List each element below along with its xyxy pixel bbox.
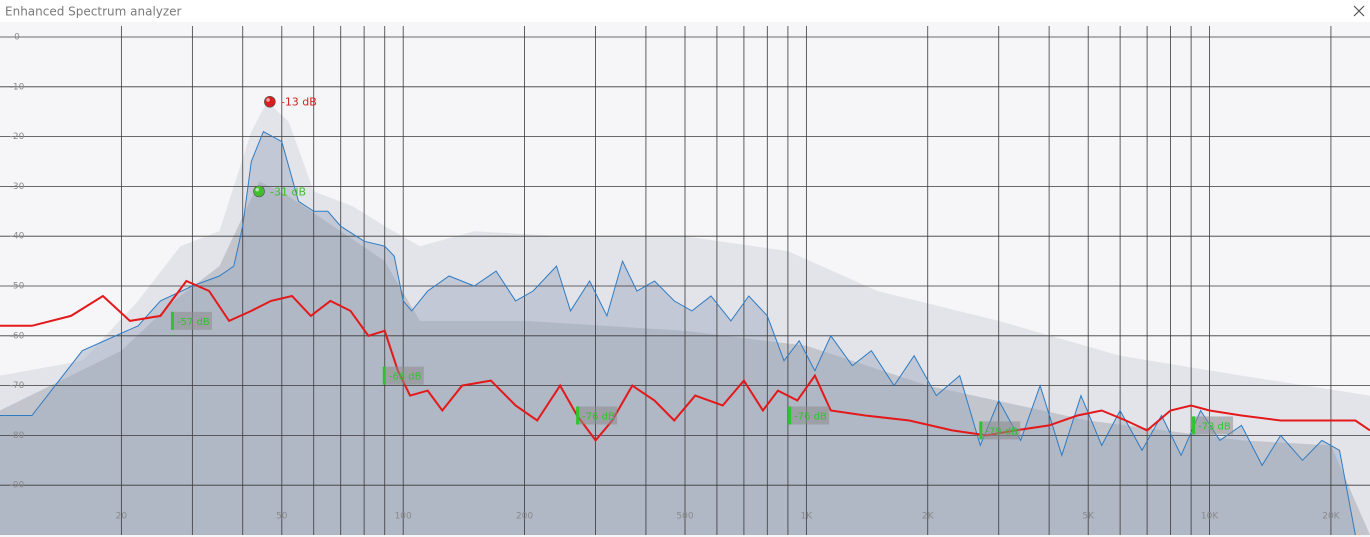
y-tick-label: -60 bbox=[10, 331, 25, 341]
marker-box bbox=[980, 421, 1021, 440]
marker-dot bbox=[253, 185, 265, 198]
marker-box bbox=[383, 366, 424, 385]
y-tick-label: -30 bbox=[10, 182, 25, 192]
y-tick-label: -40 bbox=[10, 232, 25, 242]
marker-box bbox=[171, 311, 212, 330]
x-tick-label: 500 bbox=[676, 512, 693, 522]
marker-label: -76 dB bbox=[582, 411, 615, 422]
close-button[interactable] bbox=[1353, 5, 1365, 17]
y-tick-label: -70 bbox=[10, 381, 25, 391]
y-tick-label: 0 bbox=[14, 33, 20, 43]
marker-flag bbox=[979, 421, 983, 440]
marker-shine bbox=[266, 98, 270, 102]
marker-label: -57 dB bbox=[177, 317, 210, 328]
marker-box bbox=[577, 406, 618, 425]
y-tick-label: -90 bbox=[10, 481, 25, 491]
marker-dot bbox=[264, 95, 276, 108]
marker-label: -76 dB bbox=[794, 411, 827, 422]
window-title: Enhanced Spectrum analyzer bbox=[5, 5, 182, 19]
y-tick-label: -20 bbox=[10, 132, 25, 142]
marker-label: -13 dB bbox=[281, 96, 317, 109]
marker-flag bbox=[170, 311, 174, 330]
marker-label: -31 dB bbox=[270, 185, 306, 198]
y-tick-label: -50 bbox=[10, 282, 25, 292]
y-tick-label: -10 bbox=[10, 82, 25, 92]
marker-flag bbox=[382, 366, 386, 385]
x-tick-label: 100 bbox=[395, 512, 412, 522]
marker-label: -78 dB bbox=[1198, 421, 1231, 432]
marker-box bbox=[1193, 416, 1234, 435]
average-line bbox=[0, 279, 1370, 443]
y-tick-label: -80 bbox=[10, 431, 25, 441]
marker-box bbox=[789, 406, 830, 425]
marker-flag bbox=[788, 406, 792, 425]
x-tick-label: 20K bbox=[1322, 512, 1340, 522]
marker-flag bbox=[576, 406, 580, 425]
marker-shine bbox=[255, 187, 260, 192]
x-tick-label: 50 bbox=[276, 512, 288, 522]
marker-label: -79 dB bbox=[985, 426, 1018, 437]
x-tick-label: 5K bbox=[1082, 512, 1095, 522]
marker-flag bbox=[1192, 416, 1196, 435]
x-tick-label: 1K bbox=[801, 512, 814, 522]
marker-label: -68 dB bbox=[389, 372, 422, 383]
spectrum-line bbox=[0, 130, 1356, 536]
title-bar bbox=[0, 0, 1370, 22]
x-tick-label: 20 bbox=[116, 512, 128, 522]
x-tick-label: 200 bbox=[516, 512, 533, 522]
x-tick-label: 2K bbox=[922, 512, 935, 522]
x-tick-label: 10K bbox=[1201, 512, 1219, 522]
